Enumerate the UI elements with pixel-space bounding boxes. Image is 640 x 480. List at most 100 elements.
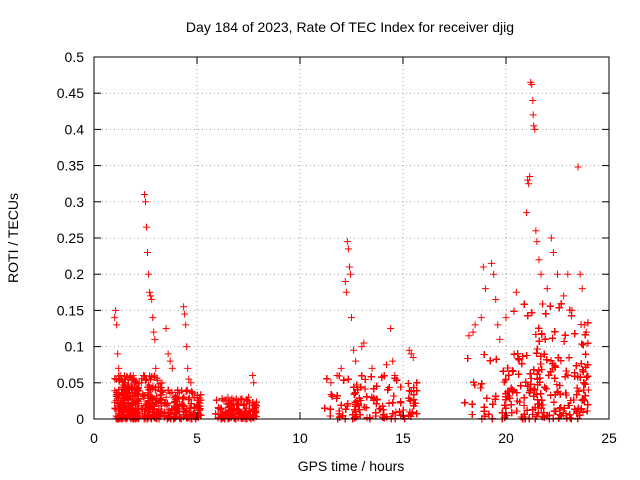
data-point <box>344 400 352 408</box>
data-point <box>171 404 179 412</box>
data-point <box>115 401 123 409</box>
data-point <box>477 384 485 392</box>
data-point <box>131 398 139 406</box>
data-point <box>358 372 366 380</box>
data-point <box>464 354 472 362</box>
data-point <box>526 370 534 378</box>
data-point <box>372 400 380 408</box>
chart-title: Day 184 of 2023, Rate Of TEC Index for r… <box>186 19 514 35</box>
data-point <box>573 384 581 392</box>
data-point <box>130 376 138 384</box>
data-point <box>249 413 257 421</box>
data-point <box>159 388 167 396</box>
data-point <box>184 414 192 422</box>
data-point <box>392 408 400 416</box>
data-point <box>397 383 405 391</box>
data-point <box>124 382 132 390</box>
data-point <box>166 389 174 397</box>
data-point <box>153 374 161 382</box>
data-point <box>150 402 158 410</box>
data-point <box>158 387 166 395</box>
data-point <box>413 379 421 387</box>
data-point <box>238 414 246 422</box>
data-point <box>373 382 381 390</box>
data-point <box>212 410 220 418</box>
data-point <box>151 414 159 422</box>
data-point <box>356 411 364 419</box>
data-point <box>133 387 141 395</box>
data-point <box>350 390 358 398</box>
data-point <box>176 414 184 422</box>
data-point <box>194 396 202 404</box>
data-point <box>139 390 147 398</box>
data-point <box>461 399 469 407</box>
data-point <box>238 395 246 403</box>
data-point <box>218 395 226 403</box>
data-point <box>182 408 190 416</box>
data-point <box>372 409 380 417</box>
data-point <box>183 386 191 394</box>
data-point <box>133 408 141 416</box>
data-point <box>410 383 418 391</box>
data-point <box>111 404 119 412</box>
data-point <box>188 389 196 397</box>
data-point <box>407 387 415 395</box>
data-point <box>183 412 191 420</box>
data-point <box>354 386 362 394</box>
data-point <box>326 405 334 413</box>
data-point <box>321 404 329 412</box>
data-point <box>323 375 331 383</box>
data-point <box>584 372 592 380</box>
data-point <box>339 412 347 420</box>
data-point <box>385 399 393 407</box>
data-point <box>468 400 476 408</box>
data-point <box>113 392 121 400</box>
data-point <box>351 414 359 422</box>
data-point <box>118 411 126 419</box>
data-point <box>410 396 418 404</box>
data-point <box>410 402 418 410</box>
data-point <box>405 411 413 419</box>
data-point <box>547 391 555 399</box>
data-point <box>122 404 130 412</box>
data-point <box>173 409 181 417</box>
data-point <box>367 373 375 381</box>
data-point <box>145 394 153 402</box>
data-point <box>187 400 195 408</box>
data-point <box>370 394 378 402</box>
data-point <box>413 387 421 395</box>
data-point <box>172 403 180 411</box>
data-point <box>144 408 152 416</box>
data-point <box>213 396 221 404</box>
data-point <box>249 405 257 413</box>
data-point <box>125 405 133 413</box>
data-point <box>350 383 358 391</box>
data-point <box>337 401 345 409</box>
data-point <box>507 384 515 392</box>
data-point <box>326 412 334 420</box>
data-point <box>335 410 343 418</box>
data-points <box>111 78 592 423</box>
data-point <box>406 408 414 416</box>
data-point <box>139 405 147 413</box>
data-point <box>188 388 196 396</box>
data-point <box>502 404 510 412</box>
data-point <box>389 399 397 407</box>
data-point <box>152 399 160 407</box>
data-point <box>117 400 125 408</box>
data-point <box>333 394 341 402</box>
data-point <box>245 400 253 408</box>
data-point <box>226 399 234 407</box>
data-point <box>404 380 412 388</box>
data-point <box>225 403 233 411</box>
data-point <box>361 376 369 384</box>
data-point <box>180 405 188 413</box>
data-point <box>509 387 517 395</box>
data-point <box>530 366 538 374</box>
data-point <box>185 396 193 404</box>
data-point <box>234 414 242 422</box>
data-point <box>142 376 150 384</box>
data-point <box>480 350 488 358</box>
data-point <box>253 402 261 410</box>
data-point <box>245 408 253 416</box>
